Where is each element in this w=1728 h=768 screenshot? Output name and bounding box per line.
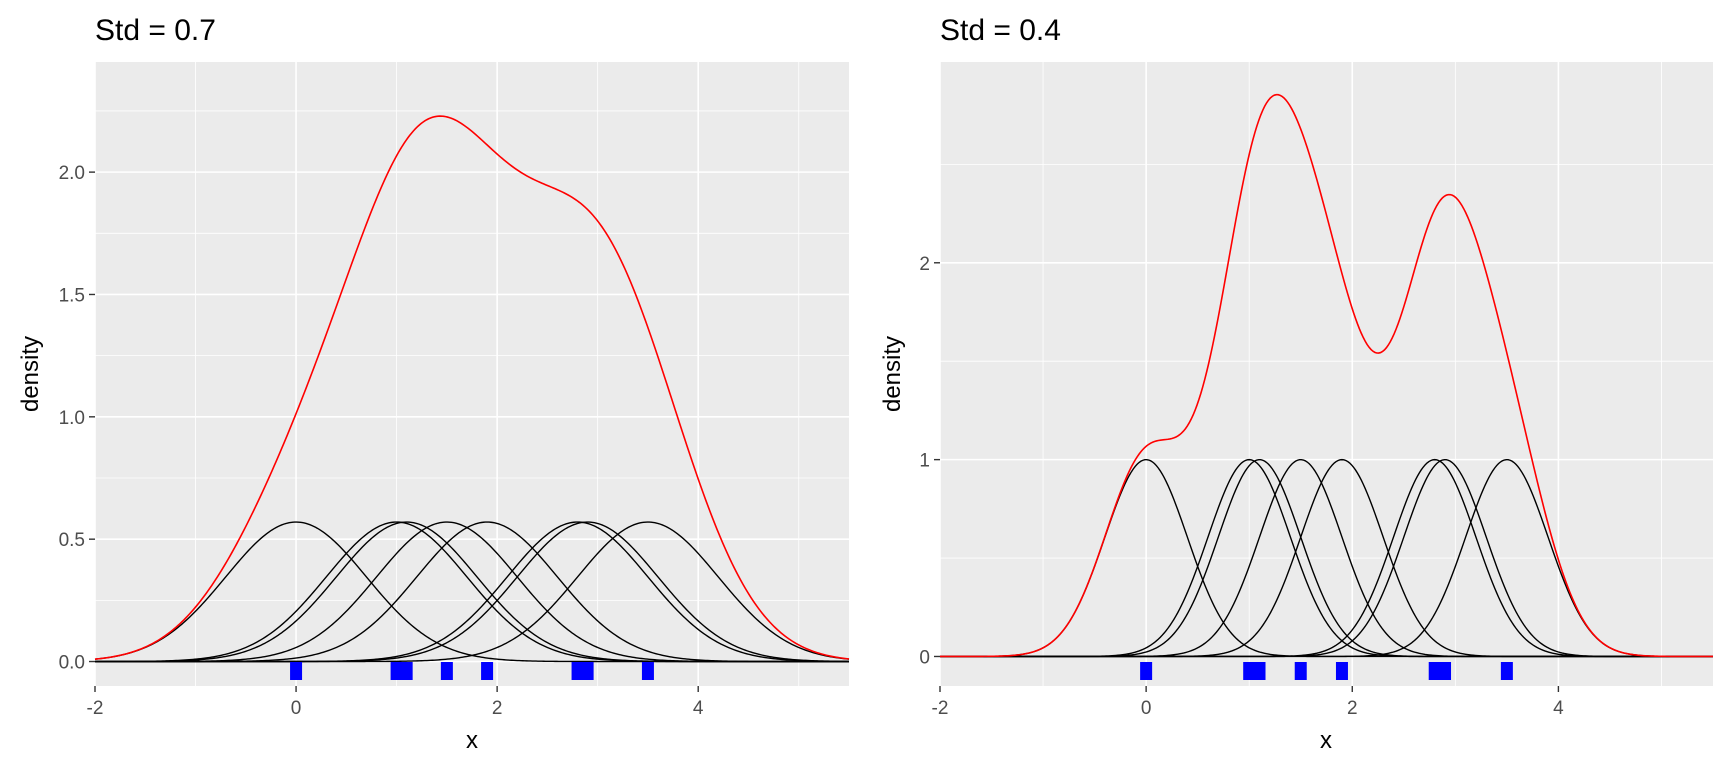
x-tick-label: 4 — [693, 698, 704, 719]
chart-title: Std = 0.7 — [95, 14, 216, 47]
y-tick-label: 0 — [919, 647, 930, 668]
chart-title: Std = 0.4 — [940, 14, 1061, 47]
y-axis-label: density — [879, 336, 906, 412]
rug-mark — [1243, 662, 1256, 680]
rug-mark — [1253, 662, 1266, 680]
rug-mark — [290, 662, 303, 680]
chart-std-0-7: Std = 0.7 -2 0 2 4 0.0 0.5 1.0 1.5 2.0 x density — [17, 14, 850, 754]
rug-mark — [641, 662, 654, 680]
chart-std-0-4: Std = 0.4 -2 0 2 4 0 1 2 x density — [879, 14, 1713, 754]
series-layer — [940, 93, 1713, 658]
x-axis-label: x — [466, 727, 478, 754]
kernel-curve — [95, 521, 850, 663]
x-tick-label: -2 — [932, 698, 949, 719]
y-tick-label: 2 — [919, 254, 930, 275]
rug-mark — [1335, 662, 1348, 680]
y-axis-label: density — [17, 336, 44, 412]
rug-mark — [390, 662, 403, 680]
y-tick-label: 2.0 — [59, 163, 85, 184]
plot-panel-background — [95, 62, 849, 686]
rug-mark — [1140, 662, 1153, 680]
y-tick-label: 1.5 — [59, 285, 85, 306]
plot-panel-background — [940, 62, 1713, 686]
y-tick-label: 0.5 — [59, 530, 85, 551]
y-tick-label: 1 — [919, 451, 930, 472]
y-tick-label: 0.0 — [59, 653, 85, 674]
rug-mark — [481, 662, 494, 680]
rug-mark — [1500, 662, 1513, 680]
x-tick-label: 4 — [1553, 698, 1564, 719]
rug-mark — [1428, 662, 1441, 680]
rug-mark — [571, 662, 584, 680]
series-layer — [94, 115, 850, 663]
x-tick-label: 2 — [1347, 698, 1358, 719]
density-curve — [940, 93, 1713, 658]
x-tick-label: 2 — [492, 698, 503, 719]
x-axis-label: x — [1320, 727, 1332, 754]
rug-layer — [290, 662, 654, 680]
rug-layer — [1140, 662, 1513, 680]
rug-mark — [1439, 662, 1452, 680]
density-curve — [94, 115, 850, 660]
tick-layer: -2 0 2 4 0.0 0.5 1.0 1.5 2.0 — [59, 163, 704, 719]
x-tick-label: 0 — [1141, 698, 1152, 719]
rug-mark — [1294, 662, 1307, 680]
y-tick-label: 1.0 — [59, 408, 85, 429]
x-tick-label: 0 — [291, 698, 302, 719]
rug-mark — [581, 662, 594, 680]
x-tick-label: -2 — [87, 698, 104, 719]
rug-mark — [400, 662, 413, 680]
tick-layer: -2 0 2 4 0 1 2 — [919, 254, 1564, 719]
rug-mark — [440, 662, 453, 680]
